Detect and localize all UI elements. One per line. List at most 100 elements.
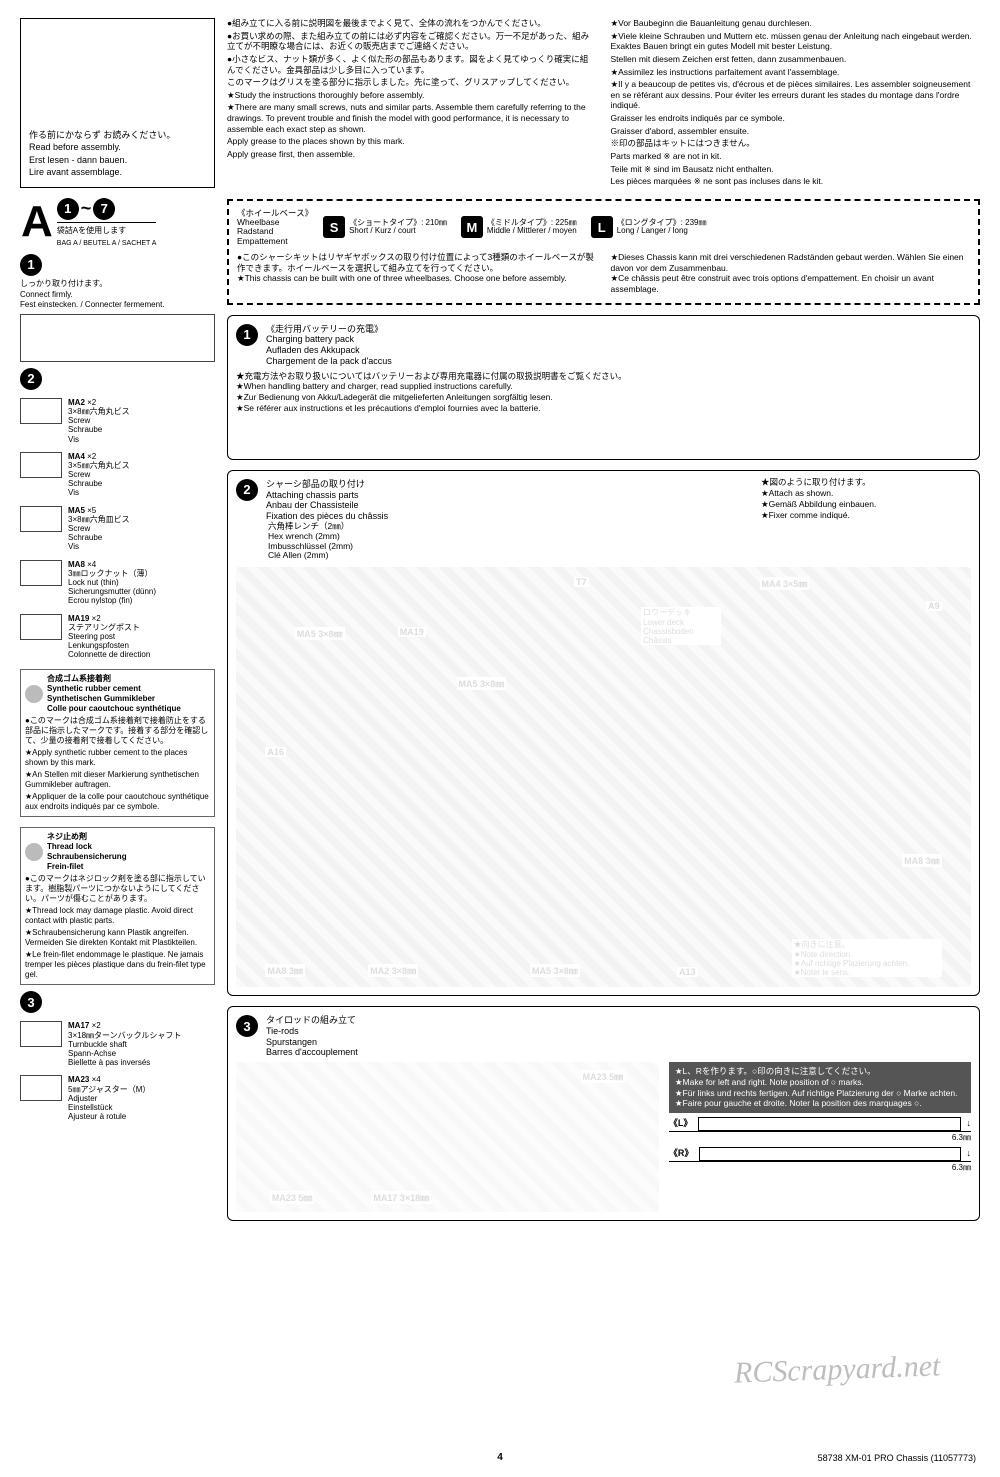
threadlock-de: Schraubensicherung [47, 852, 127, 862]
wheelbase-option: S 《ショートタイプ》: 210㎜Short / Kurz / court [323, 216, 447, 238]
section-letter: A [21, 197, 51, 247]
characters-illustration: illustration [25, 36, 210, 126]
intro-line: Parts marked ※ are not in kit. [611, 151, 981, 162]
wb-text: 《ショートタイプ》: 210㎜Short / Kurz / court [349, 219, 447, 237]
wb-text: 《ロングタイプ》: 239㎜Long / Langer / long [617, 219, 707, 237]
arrow-L [967, 1118, 972, 1129]
co-a9: A9 [926, 601, 942, 611]
intro-line: Graisser les endroits indiqués par ce sy… [611, 113, 981, 124]
lbl-R: 《R》 [669, 1148, 694, 1159]
panel3-dark-note: ★L、Rを作ります。○印の向きに注意してください。 ★Make for left… [669, 1062, 971, 1113]
intro-line: Teile mit ※ sind im Bausatz nicht enthal… [611, 164, 981, 175]
threadlock-note-jp: ●このマークはネジロック剤を塗る部に指示しています。樹脂製パーツにつかないように… [25, 874, 210, 904]
p1-en: Charging battery pack [266, 334, 392, 345]
rubber-cement-box: 合成ゴム系接着剤 Synthetic rubber cement Synthet… [20, 669, 215, 817]
dim-L: 6.3㎜ [669, 1131, 971, 1143]
chassis-exploded-diagram: T7 MA19 MA5 3×8㎜ MA5 3×8㎜ MA4 3×5㎜ A9 ロワ… [236, 567, 971, 987]
intro-line: ★Vor Baubeginn die Bauanleitung genau du… [611, 18, 981, 29]
part-icon [20, 614, 62, 640]
tierod-R-row: 《R》 [669, 1147, 971, 1161]
step3-parts-block: 3 MA17 ×2 3×18㎜ターンバックルシャフトTurnbuckle sha… [20, 991, 215, 1121]
part-row: MA5 ×5 3×8㎜六角皿ビスScrewSchraubeVis [20, 506, 215, 552]
co-ma23a: MA23 5㎜ [270, 1191, 315, 1204]
part-row: MA23 ×4 5㎜アジャスター（M）AdjusterEinstellstück… [20, 1075, 215, 1121]
cement-jp: 合成ゴム系接着剤 [47, 674, 181, 684]
hex-jp: 六角棒レンチ（2㎜） [268, 522, 971, 532]
co-ma4: MA4 3×5㎜ [760, 577, 810, 590]
wheelbase-option: M 《ミドルタイプ》: 225㎜Middle / Mittlerer / moy… [461, 216, 577, 238]
read-before-jp: 作る前にかならず お読みください。 [29, 130, 206, 141]
panel-3-tierods: 3 タイロッドの組み立て Tie-rods Spurstangen Barres… [227, 1006, 980, 1221]
cement-note-de: ★An Stellen mit dieser Markierung synthe… [25, 770, 210, 790]
cement-note-fr: ★Appliquer de la colle pour caoutchouc s… [25, 792, 210, 812]
p2-jp: シャーシ部品の取り付け [266, 479, 388, 490]
intro-line: ★Viele kleine Schrauben und Muttern etc.… [611, 31, 981, 52]
wheelbase-label: 《ホイールベース》 Wheelbase Radstand Empattement [237, 209, 313, 246]
part-text: MA4 ×2 3×5㎜六角丸ビスScrewSchraubeVis [68, 452, 130, 498]
hex-fr: Clé Allen (2mm) [268, 551, 971, 561]
p1-jp: 《走行用バッテリーの充電》 [266, 324, 392, 335]
bag-label-jp: 袋詰Aを使用します [57, 222, 157, 236]
wb-note-r-fr: ★Ce châssis peut être construit avec tro… [611, 273, 971, 294]
wheelbase-note: ●このシャーシキットはリヤギヤボックスの取り付け位置によって3種類のホイールベー… [237, 252, 970, 295]
panel1-title: 《走行用バッテリーの充電》 Charging battery pack Aufl… [266, 324, 392, 367]
threadlock-jp: ネジ止め剤 [47, 832, 127, 842]
intro-bullets-right: ★Vor Baubeginn die Bauanleitung genau du… [611, 18, 981, 189]
step2-parts-block: 2 MA2 ×2 3×8㎜六角丸ビスScrewSchraubeVis MA4 ×… [20, 368, 215, 660]
cement-note-en: ★Apply synthetic rubber cement to the pl… [25, 748, 210, 768]
left-column: illustration 作る前にかならず お読みください。 Read befo… [20, 18, 215, 1221]
part-icon [20, 560, 62, 586]
part-row: MA4 ×2 3×5㎜六角丸ビスScrewSchraubeVis [20, 452, 215, 498]
panel3-title: タイロッドの組み立て Tie-rods Spurstangen Barres d… [266, 1015, 358, 1058]
attach-en: ★Attach as shown. [761, 488, 971, 498]
intro-line: Stellen mit diesem Zeichen erst fetten, … [611, 54, 981, 65]
wb-key: L [591, 216, 613, 238]
section-a-header: A 1 ~ 7 袋詰Aを使用します BAG A / BEUTEL A / SAC… [20, 196, 215, 248]
hex-de: Imbusschlüssel (2mm) [268, 542, 971, 552]
wb-key: M [461, 216, 483, 238]
page-root: illustration 作る前にかならず お読みください。 Read befo… [20, 18, 980, 1221]
cement-fr: Colle pour caoutchouc synthétique [47, 704, 181, 714]
panel2-num: 2 [236, 479, 258, 501]
co-ma17: MA17 3×18㎜ [371, 1191, 431, 1204]
p3-jp: タイロッドの組み立て [266, 1015, 358, 1026]
wb-key: S [323, 216, 345, 238]
p1b-en: ★When handling battery and charger, read… [236, 381, 631, 392]
parts3-list: MA17 ×2 3×18㎜ターンバックルシャフトTurnbuckle shaft… [20, 1021, 215, 1121]
intro-line: ※印の部品はキットにはつきません。 [611, 138, 981, 149]
attach-as-shown-note: ★図のように取り付けます。 ★Attach as shown. ★Gemäß A… [761, 477, 971, 522]
panel1-text: ★充電方法やお取り扱いについてはバッテリーおよび専用充電器に付属の取扱説明書をご… [236, 371, 631, 451]
connect-firmly-jp: しっかり取り付けます。 [20, 279, 215, 289]
intro-bullets: ●組み立てに入る前に説明図を最後までよく見て、全体の流れをつかんでください。●お… [227, 18, 980, 189]
connector-diagram [20, 314, 215, 362]
p2-de: Anbau der Chassisteile [266, 500, 388, 511]
intro-line: ★Study the instructions thoroughly befor… [227, 90, 597, 101]
part-row: MA17 ×2 3×18㎜ターンバックルシャフトTurnbuckle shaft… [20, 1021, 215, 1067]
part-row: MA8 ×4 3㎜ロックナット（薄）Lock nut (thin)Sicheru… [20, 560, 215, 606]
co-ma5a: MA5 3×8㎜ [295, 627, 345, 640]
panel-1-battery: 1 《走行用バッテリーの充電》 Charging battery pack Au… [227, 315, 980, 460]
intro-line: ★Il y a beaucoup de petites vis, d'écrou… [611, 79, 981, 111]
main-column: ●組み立てに入る前に説明図を最後までよく見て、全体の流れをつかんでください。●お… [227, 18, 980, 1221]
part-text: MA23 ×4 5㎜アジャスター（M）AdjusterEinstellstück… [68, 1075, 150, 1121]
wheelbase-options-row: 《ホイールベース》 Wheelbase Radstand Empattement… [237, 209, 970, 246]
range-tilde: ~ [81, 198, 92, 219]
co-t7: T7 [574, 577, 589, 587]
co-ma19: MA19 [398, 627, 426, 637]
read-before-text: 作る前にかならず お読みください。 Read before assembly. … [25, 126, 210, 183]
step-2-badge: 2 [20, 368, 42, 390]
part-icon [20, 452, 62, 478]
model-number: 58738 XM-01 PRO Chassis (11057773) [818, 1453, 976, 1463]
attach-jp: ★図のように取り付けます。 [761, 477, 971, 487]
wheelbase-opts: S 《ショートタイプ》: 210㎜Short / Kurz / court M 《… [323, 216, 706, 238]
co-ma5b-inner: MA5 3×8㎜ [457, 677, 507, 690]
threadlock-en: Thread lock [47, 842, 127, 852]
tierod-diagram: MA17 3×18㎜ MA23 5㎜ MA23 5㎜ [236, 1062, 659, 1212]
p1b-fr: ★Se référer aux instructions et les préc… [236, 403, 631, 414]
co-ma2: MA2 3×8㎜ [368, 964, 418, 977]
threadlock-note-de: ★Schraubensicherung kann Plastik angreif… [25, 928, 210, 948]
parts2-list: MA2 ×2 3×8㎜六角丸ビスScrewSchraubeVis MA4 ×2 … [20, 398, 215, 660]
range-from: 1 [57, 198, 79, 220]
wheelbase-box: 《ホイールベース》 Wheelbase Radstand Empattement… [227, 199, 980, 305]
p1b-de: ★Zur Bedienung von Akku/Ladegerät die mi… [236, 392, 631, 403]
